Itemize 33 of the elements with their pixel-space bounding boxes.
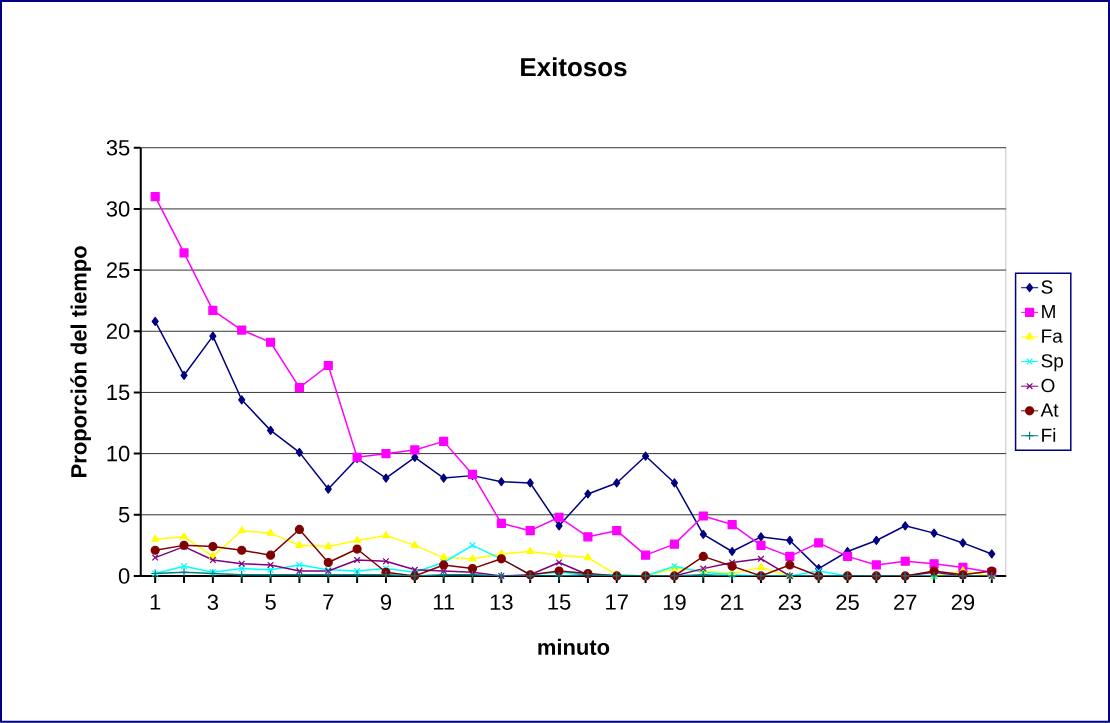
chart-title: Exitosos [521, 57, 627, 77]
legend-label: Sp [1041, 354, 1064, 372]
legend-label: Fi [1042, 428, 1056, 442]
y-tick-label: 20 [106, 323, 130, 340]
x-tick-label: 9 [380, 594, 392, 611]
x-tick-label: 19 [663, 594, 686, 611]
x-tick-label: 25 [836, 594, 859, 611]
x-tick-label: 29 [951, 594, 975, 611]
x-tick-label: 5 [265, 594, 276, 610]
x-tick-label: 23 [778, 594, 802, 611]
x-tick-label: 1 [150, 594, 161, 610]
y-tick-label: 10 [107, 445, 130, 462]
y-tick-label: 5 [118, 507, 130, 523]
y-tick-label: 25 [106, 262, 130, 279]
x-tick-label: 3 [207, 594, 219, 611]
y-tick-label: 35 [106, 140, 130, 156]
y-axis-title: Proporción del tiempo [70, 246, 91, 478]
x-tick-label: 27 [894, 594, 917, 610]
legend-label: At [1040, 403, 1059, 417]
x-tick-label: 17 [606, 594, 628, 610]
x-tick-label: 13 [490, 594, 513, 611]
x-tick-label: 15 [548, 594, 571, 610]
y-tick-label: 0 [118, 568, 130, 584]
x-tick-label: 21 [721, 594, 744, 610]
legend-label: O [1041, 379, 1055, 393]
x-tick-label: 7 [323, 594, 334, 610]
legend-label: S [1041, 280, 1053, 294]
x-axis-title: minuto [538, 638, 610, 656]
y-tick-label: 30 [106, 201, 130, 217]
legend-label: Fa [1042, 329, 1063, 343]
legend-label: M [1042, 305, 1055, 319]
y-tick-label: 15 [107, 384, 130, 401]
x-tick-label: 11 [433, 594, 454, 610]
